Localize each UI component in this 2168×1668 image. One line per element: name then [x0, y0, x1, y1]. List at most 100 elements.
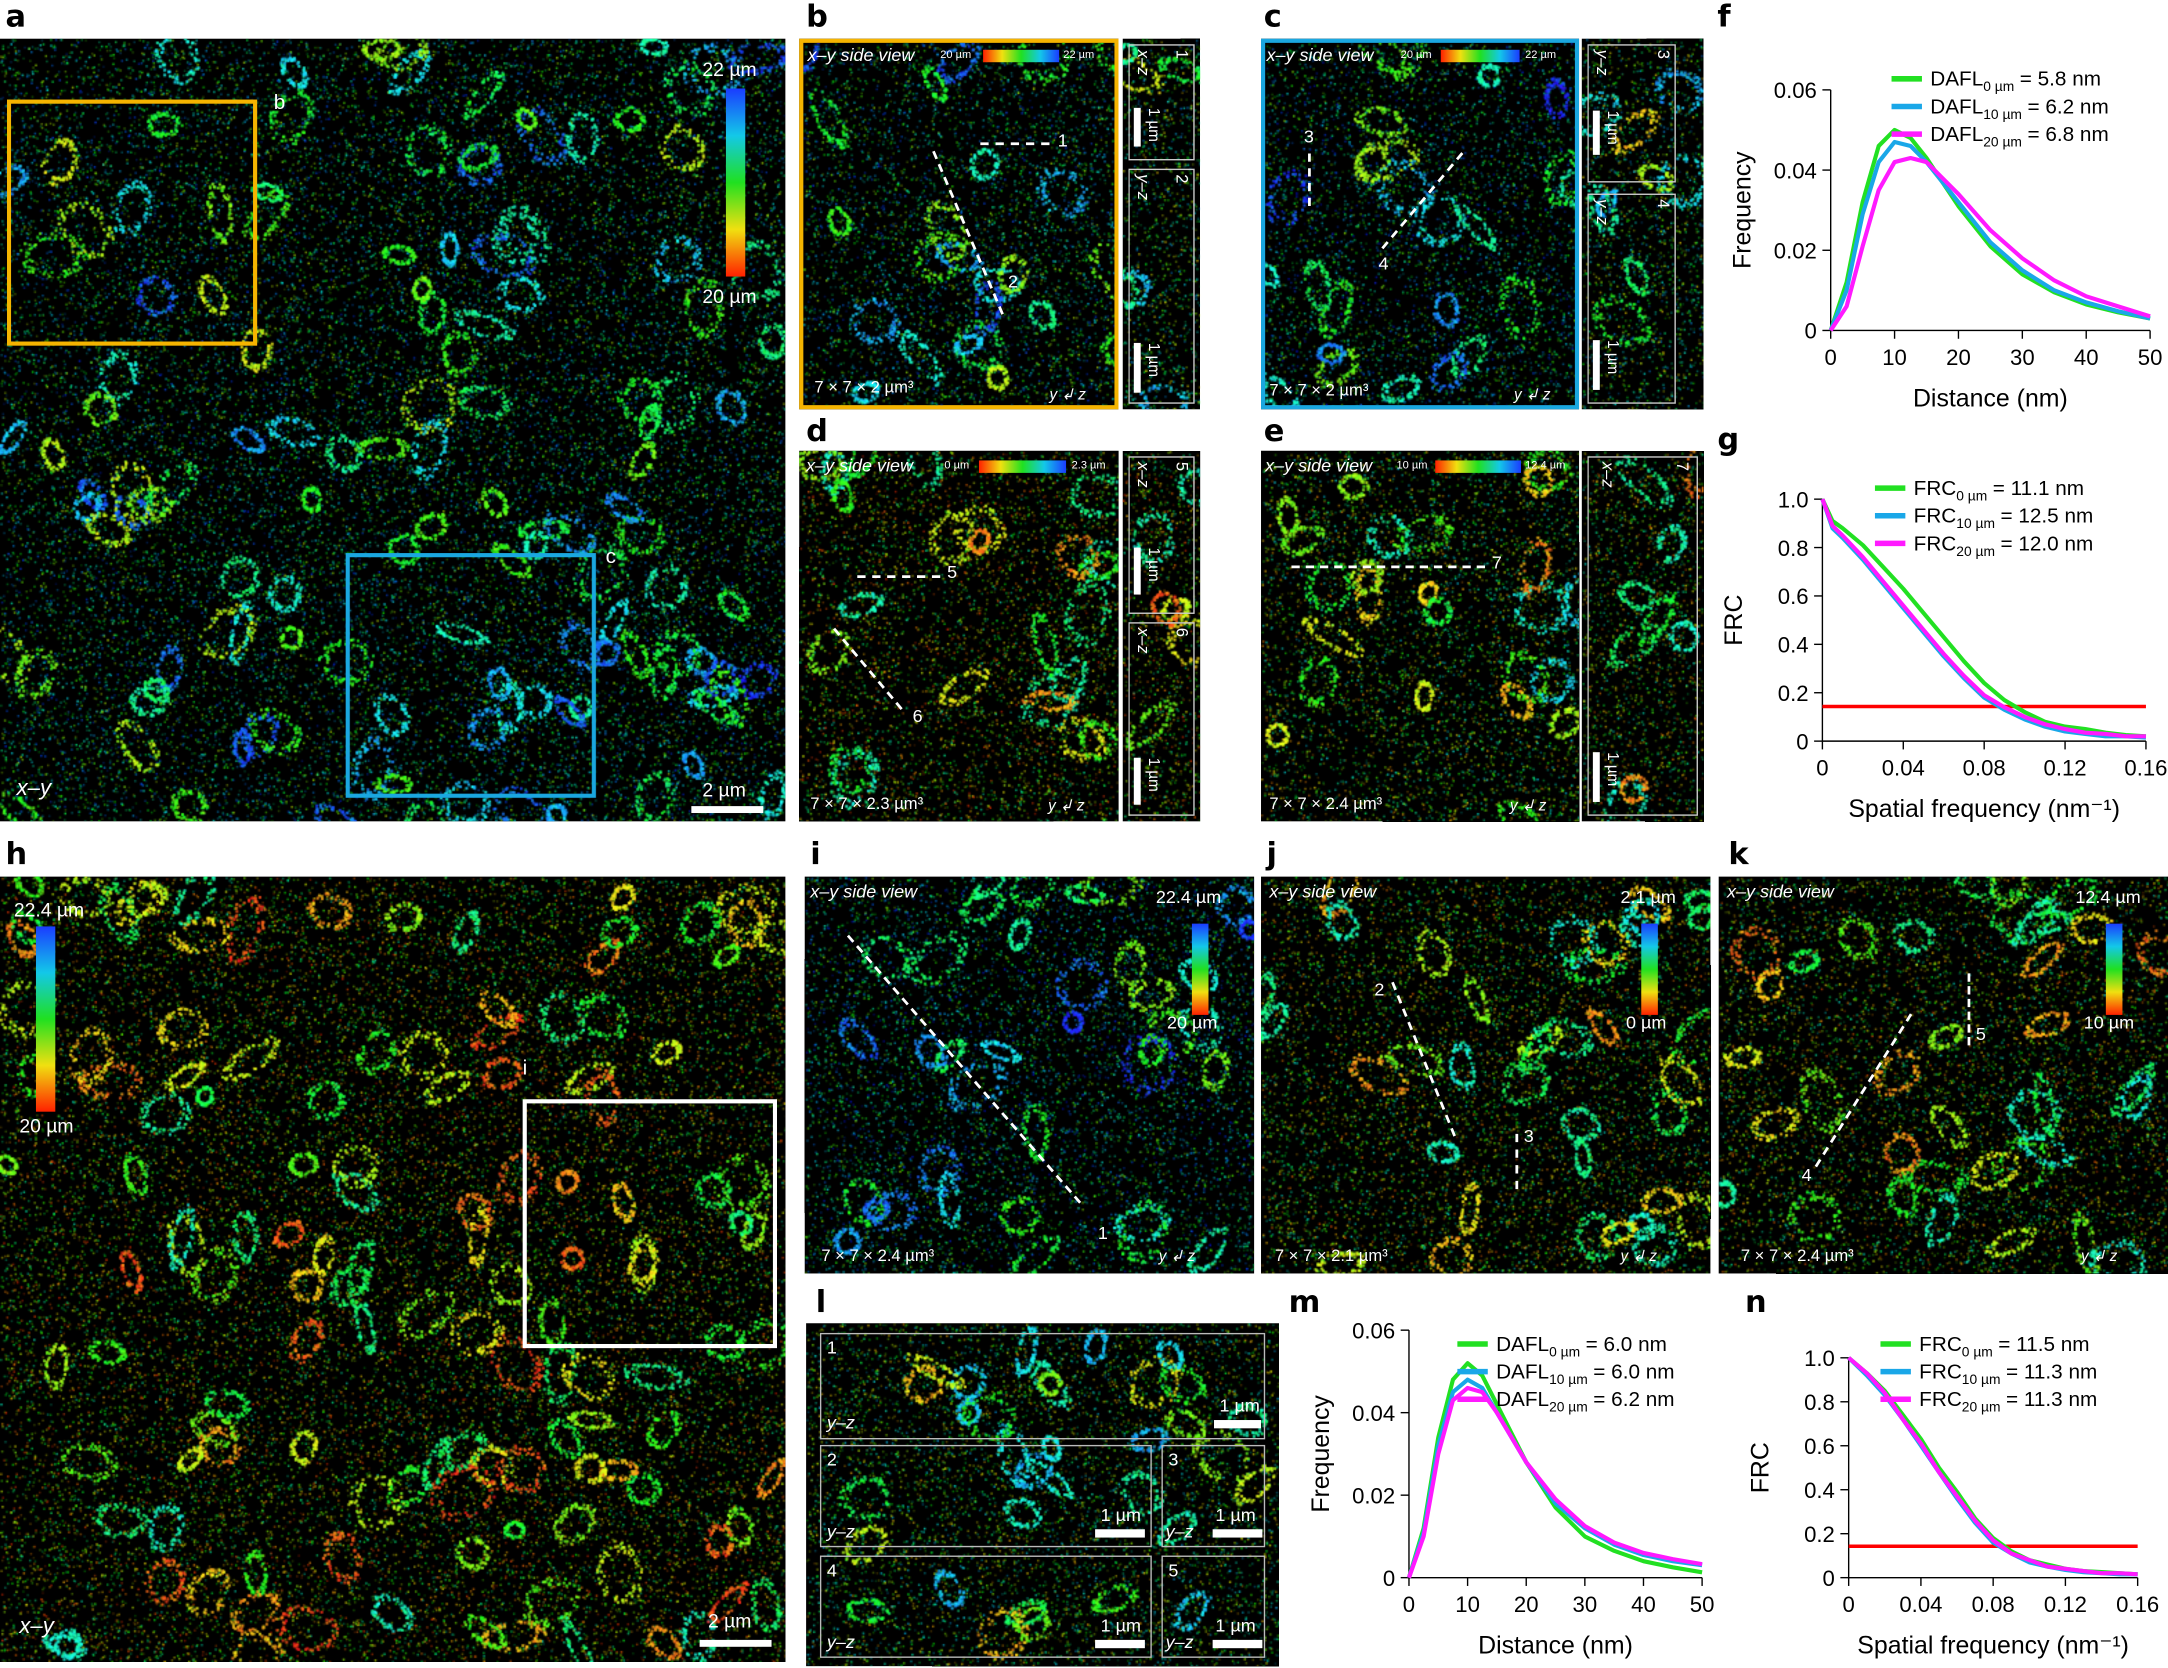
panel-label-g: g — [1717, 423, 1740, 458]
colorbar — [1191, 923, 1209, 1015]
yz-view-num: 1 — [826, 1337, 837, 1358]
yz-view-2: 2 y–z 1 µm — [819, 1444, 1152, 1548]
x-tick-label: 20 — [1946, 345, 1971, 370]
side-view-title: x–y side view — [1726, 880, 1834, 902]
colorbar-left-label: 20 µm — [1400, 48, 1432, 61]
legend-value: = 11.3 nm — [2006, 1388, 2097, 1411]
scale-bar — [699, 1639, 772, 1647]
yz-view-1: 1 y–z 1 µm — [819, 1332, 1266, 1440]
legend-value: = 6.2 nm — [1593, 1388, 1674, 1411]
profile-label-3: 3 — [1523, 1125, 1534, 1147]
panel-e-side-views: x–z 7 1 µm — [1581, 450, 1704, 822]
legend-subscript: 0 µm — [1983, 78, 2014, 94]
profile-line-1 — [980, 142, 1050, 146]
panel-label-f: f — [1717, 0, 1731, 35]
colorbar-right-label: 12.4 µm — [1525, 459, 1566, 472]
legend-subscript: 0 µm — [1962, 1343, 1993, 1359]
y-tick-label: 0.02 — [1774, 239, 1817, 264]
scale-bar — [1212, 1639, 1263, 1649]
scale-bar — [1592, 110, 1600, 155]
panel-l-image: 1 y–z 1 µm 2 y–z 1 µm 3 y–z 1 µm 4 y–z 1… — [806, 1323, 1279, 1667]
panel-label-c: c — [1263, 0, 1282, 35]
legend-name: DAFL — [1496, 1361, 1549, 1384]
colorbar — [983, 49, 1060, 63]
microscopy-texture — [804, 876, 1255, 1274]
side-view-2 — [1128, 168, 1195, 404]
legend-name: DAFL — [1496, 1333, 1549, 1356]
legend-entry: FRC10 µm = 11.3 nm — [1919, 1361, 2097, 1388]
colorbar-top-label: 12.4 µm — [2075, 886, 2141, 908]
y-tick-label: 0.02 — [1352, 1483, 1395, 1508]
inset-label-b: b — [273, 91, 286, 115]
colorbar-left-label: 0 µm — [944, 459, 970, 472]
side-view-3 — [1587, 44, 1676, 183]
profile-label-4: 4 — [1378, 253, 1389, 274]
legend-value: = 11.5 nm — [1998, 1333, 2089, 1356]
panel-j-image: x–y side view 2.1 µm 0 µm 2 3 7 × 7 × 2.… — [1261, 876, 1711, 1274]
chart-m: 0 10 20 30 40 50 0 0.02 0.04 0.06 Distance (nm) Fre… — [1307, 1318, 1715, 1659]
legend-subscript: 20 µm — [1549, 1399, 1588, 1415]
legend-value: = 6.2 nm — [2027, 95, 2108, 118]
side-view-title: x–y side view — [1266, 44, 1374, 65]
microscopy-texture — [803, 42, 1115, 406]
panel-label-a: a — [5, 0, 27, 35]
legend-value: = 12.5 nm — [2000, 505, 2093, 528]
y-tick-label: 0.6 — [1778, 584, 1809, 609]
colorbar-right-label: 2.3 µm — [1071, 459, 1106, 472]
legend-entry: DAFL20 µm = 6.2 nm — [1496, 1388, 1674, 1415]
yz-view-axis: y–z — [1165, 1520, 1194, 1542]
volume-label: 7 × 7 × 2 µm³ — [1269, 380, 1369, 400]
chart-f: 0 10 20 30 40 50 0 0.02 0.04 0.06 Distance (nm) Fre… — [1728, 68, 2162, 413]
yz-view-4: 4 y–z 1 µm — [819, 1555, 1152, 1658]
y-axis-label: Frequency — [1728, 151, 1756, 269]
x-tick-label: 10 — [1455, 1592, 1480, 1617]
colorbar — [1641, 923, 1658, 1015]
panel-d-side-views: x–z 5 1 µm x–z 6 1 µm — [1122, 450, 1201, 822]
legend-entry: FRC10 µm = 12.5 nm — [1914, 505, 2094, 532]
legend-entry: FRC0 µm = 11.5 nm — [1919, 1333, 2089, 1360]
legend-subscript: 0 µm — [1549, 1343, 1580, 1359]
microscopy-texture — [799, 450, 1119, 822]
colorbar-bottom-label: 10 µm — [2083, 1012, 2135, 1033]
x-tick-label: 0.12 — [2044, 1592, 2087, 1617]
legend-entry: DAFL10 µm = 6.2 nm — [1930, 95, 2108, 122]
side-view-1 — [1128, 44, 1195, 161]
panel-label-d: d — [806, 414, 828, 450]
panel-k-image: x–y side view 12.4 µm 10 µm 4 5 7 × 7 × … — [1718, 876, 2168, 1274]
axes-glyph: y ↲ z — [1048, 797, 1085, 815]
yz-view-axis: y–z — [826, 1411, 855, 1433]
microscopy-texture — [1718, 876, 2168, 1274]
panel-a-image: b c 22 µm 20 µm x–y 2 µm — [0, 38, 786, 822]
series-line-20m — [1820, 498, 2146, 739]
inset-label-c: c — [605, 544, 616, 569]
yz-view-num: 3 — [1168, 1449, 1179, 1470]
panel-label-j: j — [1266, 837, 1277, 873]
panel-d-image: x–y side view 0 µm 2.3 µm 5 6 7 × 7 × 2.… — [799, 450, 1119, 822]
x-tick-label: 50 — [2138, 345, 2163, 370]
panel-label-e: e — [1263, 414, 1285, 450]
scale-bar — [1133, 757, 1141, 805]
y-tick-label: 1.0 — [1804, 1346, 1835, 1371]
profile-label-5: 5 — [1975, 1023, 1986, 1044]
y-axis-label: FRC — [1746, 1442, 1774, 1493]
profile-label-1: 1 — [1057, 129, 1068, 151]
panel-label-h: h — [5, 837, 28, 873]
legend-entry: DAFL0 µm = 5.8 nm — [1930, 68, 2101, 95]
view-label: x–y — [19, 1614, 54, 1639]
series-line-20m — [1847, 1356, 2138, 1577]
volume-label: 7 × 7 × 2.4 µm³ — [1269, 793, 1383, 814]
x-tick-label: 0 — [1825, 345, 1837, 370]
scale-bar — [1133, 547, 1141, 595]
scale-bar-label: 1 µm — [1215, 1504, 1256, 1526]
yz-view-3: 3 y–z 1 µm — [1161, 1444, 1266, 1548]
y-tick-label: 0.4 — [1778, 633, 1809, 658]
x-axis-label: Distance (nm) — [1478, 1632, 1633, 1660]
x-tick-label: 0.08 — [1963, 756, 2006, 781]
colorbar — [1435, 460, 1521, 473]
y-tick-label: 1.0 — [1778, 487, 1809, 512]
microscopy-texture — [0, 38, 786, 822]
scale-bar-label: 2 µm — [702, 778, 746, 801]
panel-h-image: 22.4 µm 20 µm i x–y 2 µm — [0, 876, 786, 1663]
legend-name: FRC — [1919, 1361, 1962, 1384]
